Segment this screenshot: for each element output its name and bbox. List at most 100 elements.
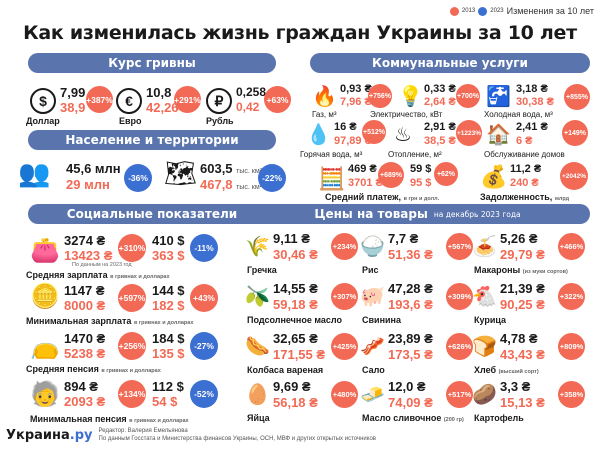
util-cold-badge: +855% — [564, 84, 590, 110]
util-elec-old: 0,33 ₴ — [424, 83, 456, 95]
price-label-text: Курица — [474, 315, 507, 325]
population-old: 45,6 млн — [66, 161, 121, 176]
chicken-icon: 🐔 — [472, 286, 497, 308]
social-avg-new: 13423 ₴ — [64, 248, 113, 263]
price-new: 56,18 ₴ — [273, 395, 318, 410]
util-serv-new: 6 ₴ — [516, 135, 533, 147]
social-minpen-old-usd: 112 $ — [152, 379, 184, 394]
social-min-badge-usd: +43% — [190, 284, 218, 312]
price-new: 43,43 ₴ — [500, 347, 545, 362]
price-label: Гречка — [247, 265, 277, 275]
price-badge: +567% — [446, 233, 473, 260]
territory-unit: тыс. км² — [236, 168, 263, 175]
credits-editor: Редактор: Валерия Емельянова — [98, 428, 188, 434]
debt-label-text: Задолженность, — [480, 192, 553, 202]
price-label-text: Свинина — [362, 315, 401, 325]
price-new: 29,79 ₴ — [500, 247, 545, 262]
util-hot-label: Горячая вода, м³ — [300, 150, 363, 159]
price-old: 7,7 ₴ — [388, 231, 419, 246]
util-cold-old: 3,18 ₴ — [516, 83, 548, 95]
price-label: Картофель — [474, 413, 524, 423]
social-pen-label: Средняя пенсия в гривнах и долларах — [26, 364, 161, 374]
territory-new-value: 467,8 — [200, 177, 233, 192]
credits-source: По данным Госстата и Министерства финанс… — [98, 435, 376, 442]
payment-label-text: Средний платеж, — [325, 192, 402, 202]
header-utilities-text: Коммунальные услуги — [372, 56, 528, 70]
credits: Редактор: Валерия Емельянова По данным Г… — [99, 428, 376, 443]
header-population: Население и территории — [28, 130, 276, 150]
price-new: 15,13 ₴ — [500, 395, 545, 410]
price-badge: +809% — [558, 333, 585, 360]
payment-sub: в грн и долл. — [403, 196, 440, 202]
social-pen-new-usd: 135 $ — [152, 346, 185, 361]
rice-bowl-icon: 🍚 — [360, 236, 385, 258]
header-utilities: Коммунальные услуги — [310, 53, 590, 73]
util-elec-new: 2,64 ₴ — [424, 96, 456, 108]
util-serv-old: 2,41 ₴ — [516, 121, 548, 133]
legend-2023-dot — [478, 6, 488, 16]
population-badge: -36% — [124, 164, 152, 192]
sausage-icon: 🌭 — [245, 336, 270, 358]
util-gas-badge: +756% — [368, 84, 392, 108]
util-cold-new: 30,38 ₴ — [516, 96, 554, 108]
price-badge: +307% — [331, 283, 358, 310]
page-title: Как изменилась жизнь граждан Украины за … — [23, 22, 577, 44]
dollar-icon: $ — [30, 88, 56, 114]
house-icon: 🏠 — [486, 124, 511, 146]
price-label-text: Подсолнечное масло — [247, 315, 342, 325]
util-elec-label: Электричество, кВт — [370, 110, 443, 119]
social-minpen-old: 894 ₴ — [64, 379, 98, 394]
gas-flame-icon: 🔥 — [312, 86, 337, 108]
social-min-sub: в гривнах и долларах — [133, 320, 194, 326]
payment-new: 3701 ₴ — [348, 177, 383, 189]
header-social: Социальные показатели — [28, 204, 276, 224]
social-avg-old-usd: 410 $ — [152, 233, 185, 248]
price-badge: +466% — [558, 233, 585, 260]
social-minpen-badge-usd: -52% — [190, 380, 218, 408]
price-old: 9,69 ₴ — [273, 379, 311, 394]
price-badge: +322% — [558, 283, 585, 310]
util-hot-old: 16 ₴ — [334, 121, 357, 133]
header-population-text: Население и территории — [65, 133, 239, 147]
debt-label: Задолженность, млрд — [480, 192, 569, 202]
social-pen-old-usd: 184 $ — [152, 331, 185, 346]
currency-usd-badge: +387% — [86, 86, 113, 113]
util-heat-new: 38,5 ₴ — [424, 135, 456, 147]
social-avg-note: По данным на 2023 год — [72, 262, 132, 268]
price-sub: (200 гр) — [443, 417, 464, 423]
social-min-old: 1147 ₴ — [64, 283, 105, 298]
currency-usd-old: 7,99 — [60, 85, 86, 100]
price-old: 5,26 ₴ — [500, 231, 538, 246]
price-label: Сало — [362, 365, 385, 375]
price-label: Макароны (из муки сортов) — [474, 265, 568, 275]
legend-2023: 2023 — [490, 8, 504, 14]
price-label-text: Картофель — [474, 413, 524, 423]
grain-icon: 🌾 — [245, 236, 270, 258]
currency-eur-badge: +291% — [174, 86, 201, 113]
price-badge: +425% — [331, 333, 358, 360]
social-min-new-usd: 182 $ — [152, 298, 185, 313]
pig-icon: 🐖 — [360, 286, 385, 308]
util-serv-label: Обслуживание домов — [484, 150, 565, 159]
price-label: Курица — [474, 315, 506, 325]
util-heat-old: 2,91 ₴ — [424, 121, 456, 133]
currency-eur-new: 42,26 — [146, 100, 179, 115]
payment-badge: +689% — [378, 162, 404, 188]
territory-old: 603,5 тыс. км² — [200, 162, 262, 175]
price-badge: +626% — [446, 333, 473, 360]
util-serv-badge: +149% — [562, 120, 588, 146]
map-pin-icon: 🗺 — [164, 158, 198, 188]
legend-text: Изменения за 10 лет — [506, 6, 594, 16]
social-avg-label: Средняя зарплата в гривнах и долларах — [26, 270, 170, 280]
population-new: 29 млн — [66, 177, 110, 192]
social-pen-new: 5238 ₴ — [64, 346, 106, 361]
butter-icon: 🧈 — [360, 384, 385, 406]
footer: Украина.ру Редактор: Валерия Емельянова … — [6, 428, 376, 443]
territory-new: 467,8 тыс. км² — [200, 178, 262, 191]
social-min-label: Минимальная зарплата в гривнах и доллара… — [26, 316, 193, 326]
util-heat-label: Отопление, м² — [388, 150, 442, 159]
territory-unit-2: тыс. км² — [236, 184, 263, 191]
euro-icon: € — [116, 88, 142, 114]
debt-sub: млрд — [554, 196, 570, 202]
price-badge: +234% — [331, 233, 358, 260]
